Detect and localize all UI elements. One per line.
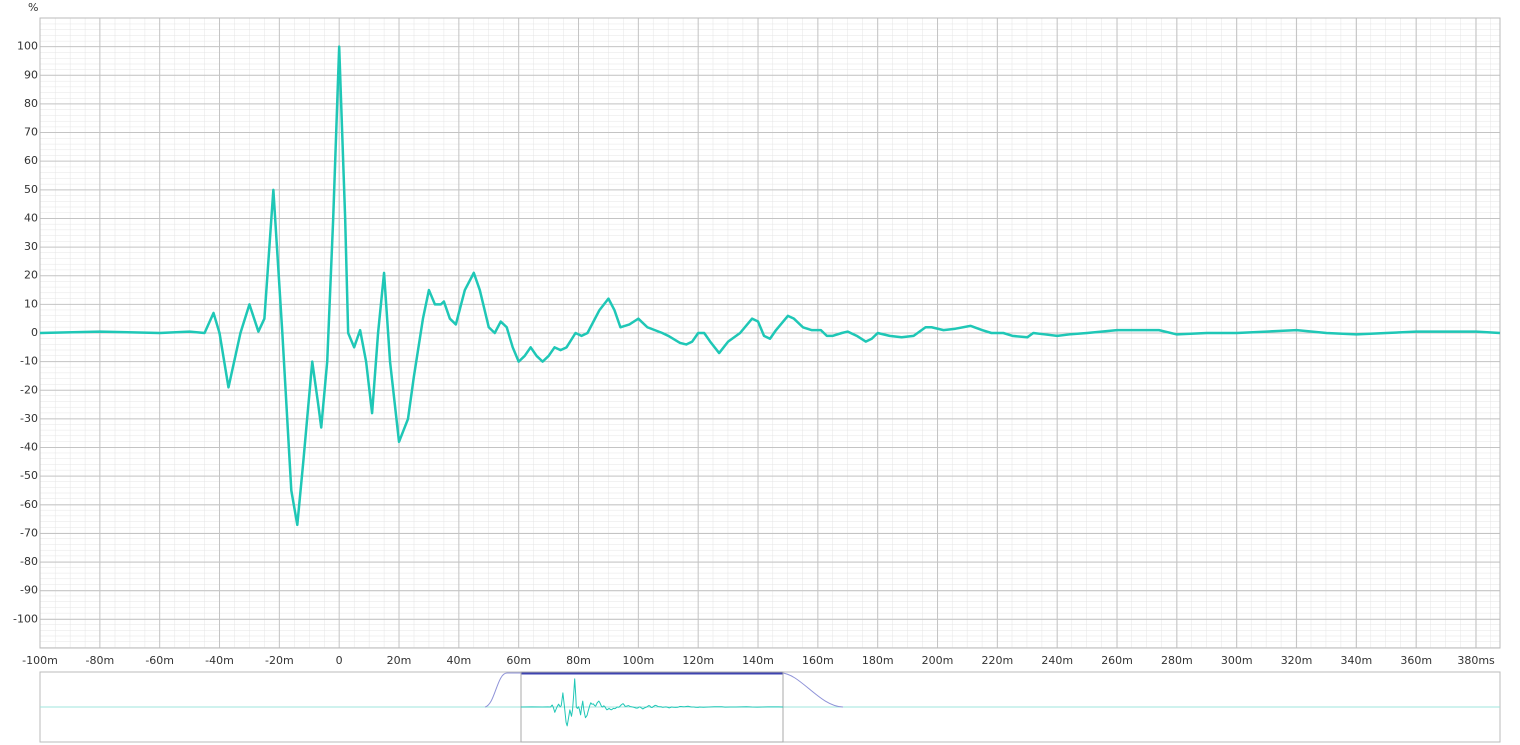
y-tick-label: -40 (20, 441, 38, 454)
x-tick-label: 160m (802, 654, 834, 667)
x-tick-label: 60m (506, 654, 531, 667)
x-tick-label: 40m (446, 654, 471, 667)
x-tick-label: 120m (682, 654, 714, 667)
y-tick-label: 70 (24, 126, 38, 139)
y-tick-label: -80 (20, 555, 38, 568)
x-tick-label: 300m (1221, 654, 1253, 667)
y-tick-label: -30 (20, 412, 38, 425)
x-tick-label: 200m (922, 654, 954, 667)
y-tick-label: 10 (24, 297, 38, 310)
y-axis-label: % (28, 1, 38, 14)
y-tick-label: 60 (24, 154, 38, 167)
x-tick-label: -100m (22, 654, 58, 667)
x-tick-label: 0 (336, 654, 343, 667)
y-tick-label: -10 (20, 355, 38, 368)
y-tick-label: -90 (20, 584, 38, 597)
y-tick-label: 50 (24, 183, 38, 196)
y-tick-label: 0 (31, 326, 38, 339)
x-tick-label: 280m (1161, 654, 1193, 667)
overview-line (520, 678, 784, 727)
series-line (39, 45, 1501, 527)
x-tick-label: 80m (566, 654, 591, 667)
y-tick-label: -50 (20, 469, 38, 482)
x-tick-label: 320m (1281, 654, 1313, 667)
plot (39, 45, 1501, 527)
y-tick-label: -60 (20, 498, 38, 511)
y-tick-label: 40 (24, 211, 38, 224)
tick-labels: -100m -80m -60m -40m -20m 0 20m 40m 60m 80m 100m 12… (13, 40, 1495, 667)
y-tick-label: -70 (20, 526, 38, 539)
x-tick-label: -80m (85, 654, 114, 667)
y-tick-label: -100 (13, 612, 38, 625)
x-tick-label: 360m (1400, 654, 1432, 667)
x-tick-label: 240m (1041, 654, 1073, 667)
y-tick-label: -20 (20, 383, 38, 396)
x-tick-label: 220m (982, 654, 1014, 667)
y-tick-label: 100 (17, 40, 38, 53)
y-tick-label: 20 (24, 269, 38, 282)
overview (520, 678, 784, 727)
x-tick-label: 260m (1101, 654, 1133, 667)
x-tick-label: 380ms (1457, 654, 1495, 667)
x-tick-label: 340m (1341, 654, 1373, 667)
x-tick-label: -20m (265, 654, 294, 667)
x-tick-label: 140m (742, 654, 774, 667)
x-tick-label: 20m (387, 654, 412, 667)
x-tick-label: -60m (145, 654, 174, 667)
x-tick-label: -40m (205, 654, 234, 667)
x-tick-label: 180m (862, 654, 894, 667)
x-tick-label: 100m (623, 654, 655, 667)
y-tick-label: 90 (24, 68, 38, 81)
y-tick-label: 30 (24, 240, 38, 253)
y-tick-label: 80 (24, 97, 38, 110)
